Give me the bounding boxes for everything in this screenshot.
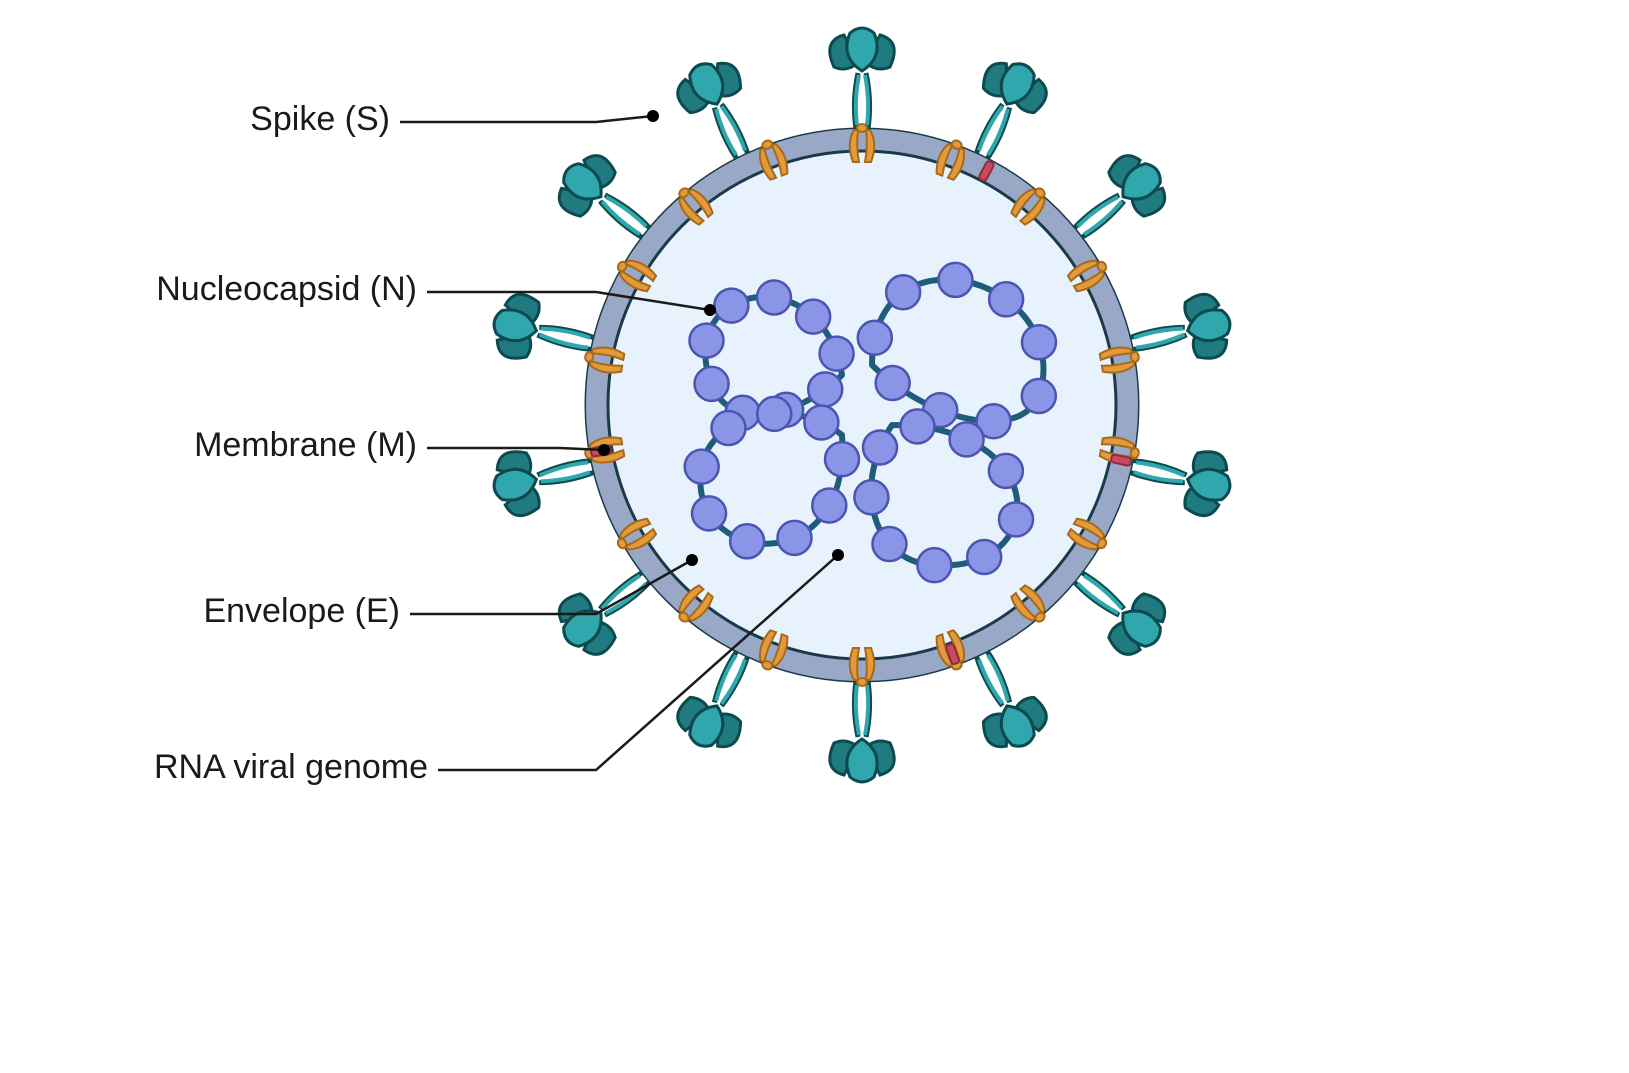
leader-dot <box>686 554 698 566</box>
spike-protein <box>830 28 894 129</box>
label-text-spike: Spike (S) <box>250 100 390 138</box>
nucleocapsid-bead <box>712 411 746 445</box>
nucleocapsid-bead <box>689 324 723 358</box>
nucleocapsid-bead <box>1022 379 1056 413</box>
nucleocapsid-bead <box>989 282 1023 316</box>
label-membrane: Membrane (M) <box>194 426 610 464</box>
leader-dot <box>647 110 659 122</box>
leader-dot <box>598 444 610 456</box>
nucleocapsid-bead <box>777 521 811 555</box>
label-text-envelope: Envelope (E) <box>203 592 400 630</box>
nucleocapsid-bead <box>796 300 830 334</box>
nucleocapsid-bead <box>950 422 984 456</box>
spike-protein <box>487 290 600 375</box>
nucleocapsid-bead <box>714 289 748 323</box>
label-text-rna: RNA viral genome <box>154 748 428 786</box>
nucleocapsid-bead <box>917 548 951 582</box>
nucleocapsid-bead <box>967 540 1001 574</box>
spike-protein <box>1124 435 1237 520</box>
label-text-membrane: Membrane (M) <box>194 426 417 464</box>
nucleocapsid-bead <box>695 367 729 401</box>
leader-dot <box>832 549 844 561</box>
leader-dot <box>704 304 716 316</box>
nucleocapsid-bead <box>812 488 846 522</box>
nucleocapsid-bead <box>692 496 726 530</box>
virus-particle <box>487 28 1236 782</box>
nucleocapsid-bead <box>730 524 764 558</box>
nucleocapsid-bead <box>1022 325 1056 359</box>
nucleocapsid-bead <box>999 502 1033 536</box>
nucleocapsid-bead <box>900 409 934 443</box>
nucleocapsid-bead <box>938 263 972 297</box>
nucleocapsid-bead <box>876 366 910 400</box>
nucleocapsid-bead <box>685 450 719 484</box>
nucleocapsid-bead <box>820 337 854 371</box>
nucleocapsid-bead <box>886 275 920 309</box>
coronavirus-structure-diagram: Spike (S) Nucleocapsid (N) Membrane (M) Env… <box>0 0 1629 1073</box>
nucleocapsid-bead <box>863 430 897 464</box>
spike-protein <box>1124 290 1237 375</box>
nucleocapsid-bead <box>989 454 1023 488</box>
nucleocapsid-bead <box>825 442 859 476</box>
label-envelope: Envelope (E) <box>203 554 698 630</box>
nucleocapsid-bead <box>757 397 791 431</box>
label-text-ncapsid: Nucleocapsid (N) <box>156 270 417 308</box>
nucleocapsid-bead <box>872 527 906 561</box>
spike-protein <box>830 681 894 782</box>
nucleocapsid-bead <box>808 372 842 406</box>
leader-line <box>427 448 604 450</box>
leader-line <box>400 116 653 122</box>
nucleocapsid-bead <box>757 281 791 315</box>
nucleocapsid-bead <box>854 480 888 514</box>
nucleocapsid-bead <box>804 405 838 439</box>
nucleocapsid-bead <box>858 321 892 355</box>
label-spike: Spike (S) <box>250 100 659 138</box>
